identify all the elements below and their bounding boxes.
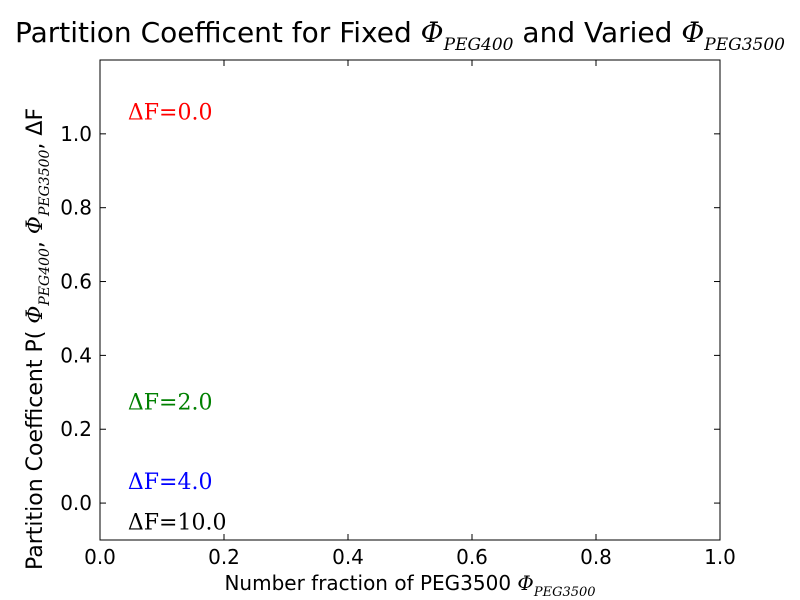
axis-ticks: 0.0 0.2 0.4 0.6 0.8 1.0 0.0 0.2 0.4 0.6 0.8 1.0 xyxy=(60,60,736,569)
y-axis-label: Partition Coefficent P( ΦPEG400, ΦPEG350… xyxy=(23,108,53,570)
annotation-delta-f-1: ΔF=2.0 xyxy=(128,391,213,416)
y-tick-label-0: 0.0 xyxy=(60,491,92,515)
title-mid: and Varied xyxy=(514,16,682,49)
title-lead: Partition Coefficent for Fixed xyxy=(15,16,421,49)
annotation-delta-f-3: ΔF=10.0 xyxy=(128,511,227,536)
annotation-delta-f-2: ΔF=4.0 xyxy=(128,470,213,495)
ylabel-delta: ΔF xyxy=(23,108,48,136)
xlabel-text: Number fraction of PEG3500 xyxy=(224,571,517,595)
chart-title: Partition Coefficent for Fixed ΦPEG400 a… xyxy=(15,16,785,55)
xlabel-phi: Φ xyxy=(517,571,533,595)
annotations: ΔF=0.0 ΔF=2.0 ΔF=4.0 ΔF=10.0 xyxy=(128,101,227,536)
xlabel-sub: PEG3500 xyxy=(533,585,596,600)
x-tick-label-3: 0.6 xyxy=(456,545,488,569)
x-tick-label-1: 0.2 xyxy=(208,545,240,569)
title-sub2: PEG3500 xyxy=(703,35,785,55)
title-phi2: Φ xyxy=(681,16,704,49)
ylabel-lead: Partition Coefficent P( xyxy=(23,324,48,570)
y-tick-label-1: 0.2 xyxy=(60,417,92,441)
ylabel-sub1: PEG400 xyxy=(37,248,53,307)
ylabel-sep2: , xyxy=(23,136,48,150)
x-tick-label-5: 1.0 xyxy=(704,545,736,569)
x-axis-label: Number fraction of PEG3500 ΦPEG3500 xyxy=(224,571,595,600)
x-tick-label-4: 0.8 xyxy=(580,545,612,569)
x-tick-label-0: 0.0 xyxy=(84,545,116,569)
y-tick-label-2: 0.4 xyxy=(60,343,92,367)
ylabel-sep1: , xyxy=(23,234,48,248)
ylabel-sub2: PEG3500 xyxy=(37,149,53,217)
annotation-delta-f-0: ΔF=0.0 xyxy=(128,101,213,126)
title-phi1: Φ xyxy=(421,16,444,49)
y-tick-label-5: 1.0 xyxy=(60,122,92,146)
ylabel-phi2: Φ xyxy=(23,216,48,234)
plot-area xyxy=(99,59,721,541)
y-tick-label-4: 0.8 xyxy=(60,196,92,220)
x-tick-label-2: 0.4 xyxy=(332,545,364,569)
title-sub1: PEG400 xyxy=(443,35,514,55)
ylabel-phi1: Φ xyxy=(23,306,48,324)
y-tick-label-3: 0.6 xyxy=(60,270,92,294)
